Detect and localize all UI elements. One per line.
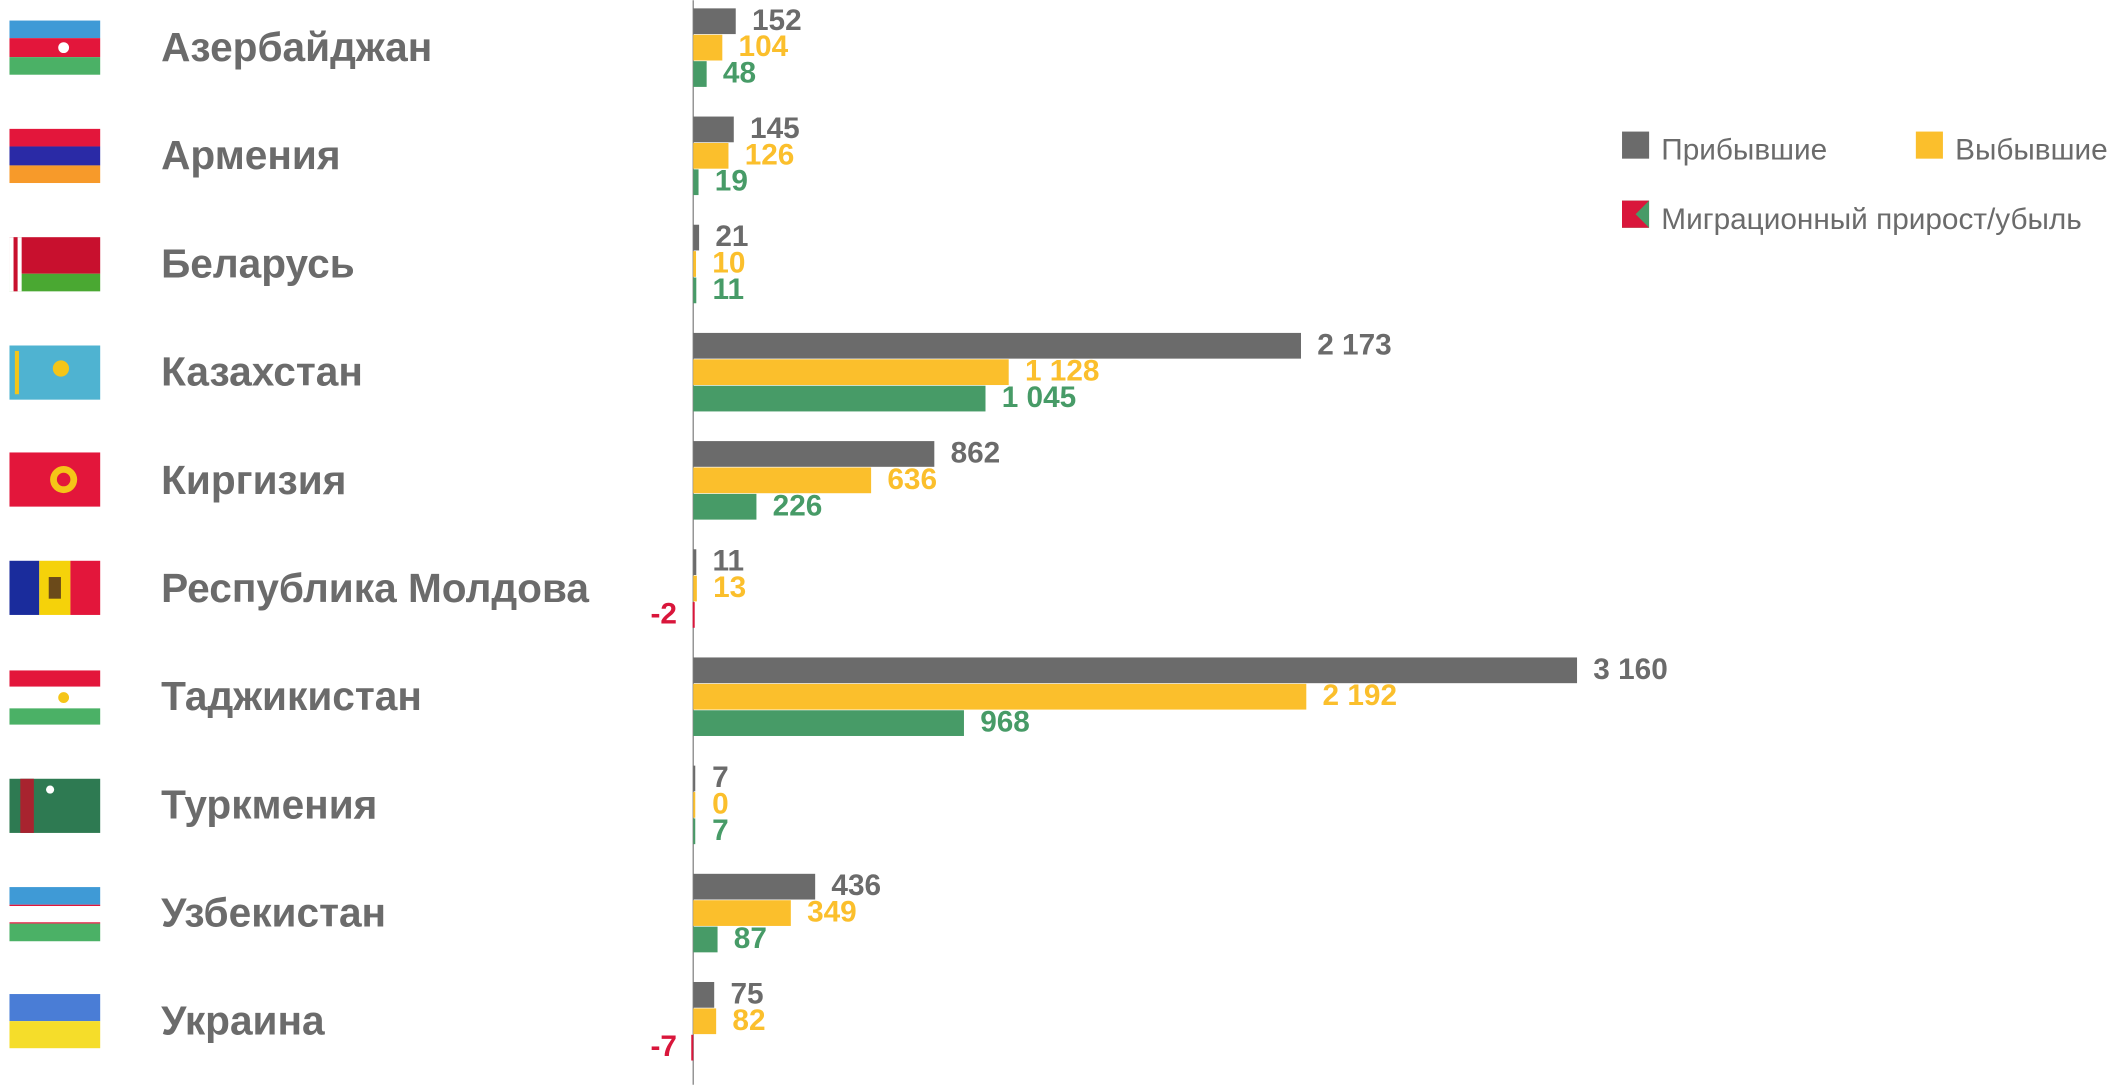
category-label: Армения [161, 132, 340, 178]
value-label: 11 [713, 545, 744, 578]
legend-swatch [1622, 200, 1650, 228]
value-label: 436 [831, 869, 881, 902]
value-label: 2 173 [1317, 328, 1392, 361]
legend-label: Выбывшие [1955, 134, 2108, 167]
bar [693, 926, 718, 953]
value-label: 145 [750, 112, 800, 145]
value-label: 862 [951, 436, 1001, 469]
bar [693, 277, 697, 304]
bar [691, 1034, 694, 1061]
value-label: 1 045 [1002, 381, 1077, 414]
value-label: 152 [752, 4, 802, 37]
bar [693, 575, 697, 602]
value-label: 0 [712, 787, 729, 820]
legend-label: Прибывшие [1661, 134, 1827, 167]
value-label: 13 [713, 571, 746, 604]
bar [692, 602, 695, 628]
bar [693, 493, 757, 520]
bar [693, 251, 697, 277]
bar [693, 873, 816, 900]
bar [693, 441, 935, 467]
category-label: Киргизия [161, 457, 346, 503]
bar [693, 792, 696, 818]
bar [693, 467, 872, 494]
value-label: 126 [745, 138, 795, 171]
category-label: Казахстан [161, 349, 363, 395]
bar [693, 683, 1307, 710]
legend-swatch [1915, 131, 1943, 159]
value-label: 82 [732, 1004, 765, 1037]
legend-label: Миграционный прирост/убыль [1661, 203, 2082, 236]
value-label: -2 [651, 597, 677, 630]
category-label: Украина [161, 998, 325, 1044]
bar [693, 385, 986, 412]
bar [693, 900, 791, 926]
value-label: 7 [712, 761, 729, 794]
value-label: 11 [713, 273, 744, 306]
bar [693, 142, 729, 169]
category-label: Таджикистан [161, 673, 422, 719]
bar [693, 359, 1009, 386]
category-label: Туркмения [161, 781, 377, 827]
value-label: 1 128 [1025, 355, 1100, 388]
bar [693, 710, 964, 736]
value-label: 87 [734, 922, 767, 955]
bar [693, 1008, 717, 1035]
flags [9, 20, 101, 1049]
value-label: 19 [715, 165, 748, 198]
legend-swatch [1622, 131, 1650, 159]
value-label: -7 [651, 1030, 677, 1063]
value-label: 10 [712, 247, 745, 280]
value-label: 968 [980, 706, 1030, 739]
bar [693, 8, 736, 35]
bar [693, 981, 715, 1008]
value-label: 75 [730, 977, 763, 1010]
bar [693, 224, 700, 251]
bar [693, 818, 696, 845]
value-label: 349 [807, 896, 857, 929]
value-label: 2 192 [1323, 679, 1398, 712]
value-label: 48 [723, 57, 756, 90]
category-label: Узбекистан [161, 890, 386, 936]
value-label: 7 [712, 814, 729, 847]
category-label: Беларусь [161, 240, 355, 286]
bar [693, 61, 707, 87]
value-label: 226 [773, 489, 823, 522]
category-label: Республика Молдова [161, 565, 589, 611]
value-label: 21 [715, 220, 748, 253]
bar [693, 765, 696, 792]
value-label: 3 160 [1593, 653, 1668, 686]
category-label: Азербайджан [161, 24, 432, 70]
value-label: 636 [887, 463, 937, 496]
bar [693, 116, 734, 143]
bar [693, 657, 1578, 684]
bar [693, 34, 723, 61]
value-label: 104 [739, 30, 789, 63]
bar [693, 549, 697, 575]
bar [693, 169, 699, 196]
bar [693, 332, 1301, 359]
